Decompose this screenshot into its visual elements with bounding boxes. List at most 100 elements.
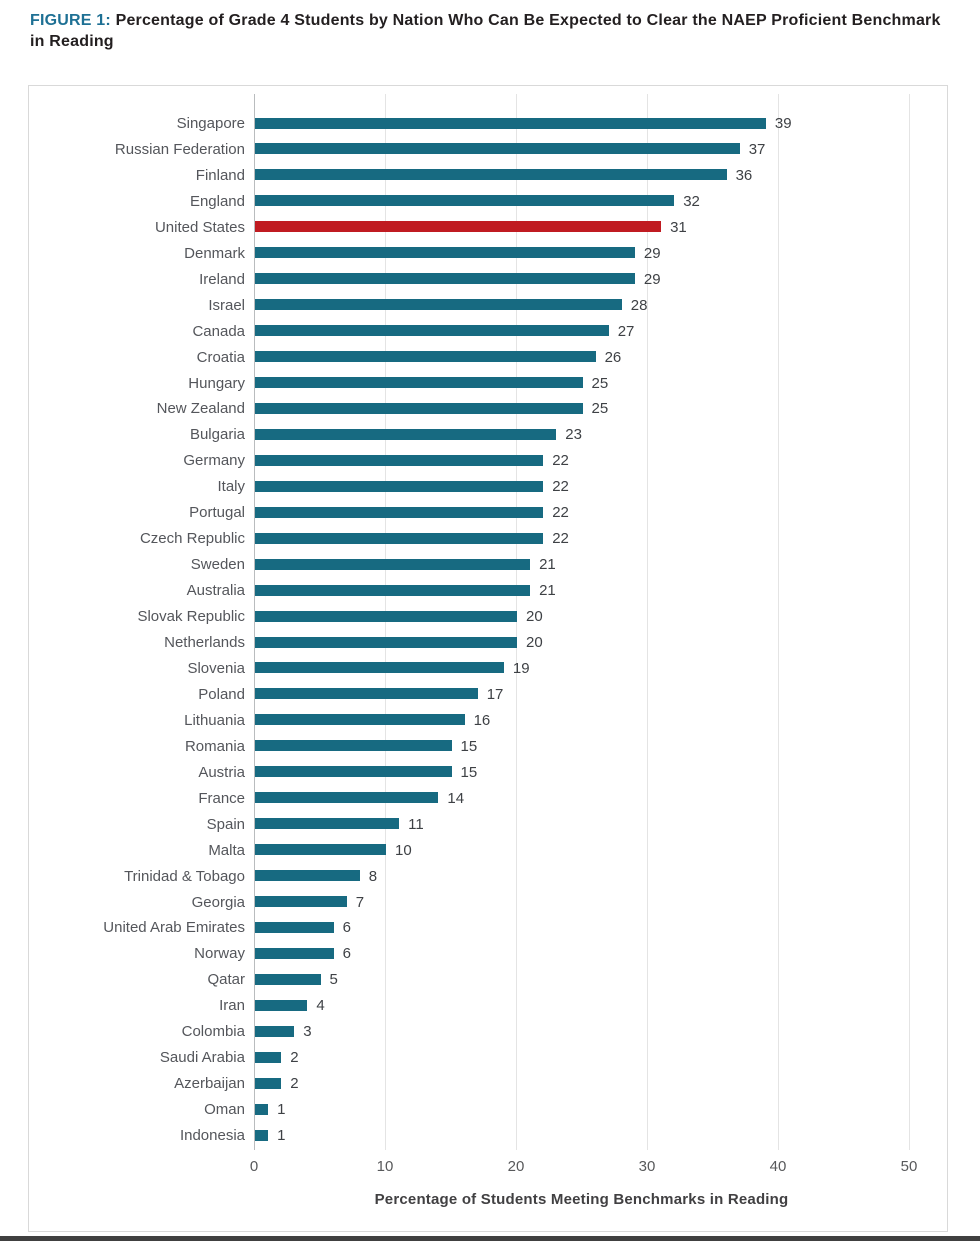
country-label: Austria — [198, 763, 245, 781]
bar — [255, 870, 360, 882]
gridline — [516, 94, 517, 1150]
x-tick-label: 0 — [249, 1158, 259, 1175]
bar — [255, 532, 544, 544]
value-label: 26 — [604, 348, 622, 366]
country-label: Slovak Republic — [137, 608, 245, 626]
country-label: Sweden — [190, 556, 245, 574]
country-label: Italy — [217, 478, 245, 496]
bar — [255, 143, 740, 155]
country-label: Qatar — [207, 971, 245, 989]
value-label: 2 — [290, 1049, 299, 1067]
country-label: Poland — [198, 685, 245, 703]
country-label: Saudi Arabia — [159, 1049, 245, 1067]
bottom-window-edge — [0, 1236, 980, 1241]
value-label: 25 — [591, 400, 609, 418]
value-label: 25 — [591, 374, 609, 392]
value-label: 32 — [683, 192, 700, 210]
figure-number-label: FIGURE 1: — [30, 12, 111, 29]
country-label: Russian Federation — [114, 140, 245, 158]
country-label: Denmark — [184, 244, 245, 262]
bar — [255, 117, 766, 129]
country-label: Netherlands — [164, 634, 245, 651]
country-label: Malta — [208, 841, 245, 859]
bar — [255, 636, 517, 648]
value-label: 15 — [460, 763, 478, 781]
bar — [255, 844, 386, 856]
value-label: 39 — [774, 115, 792, 132]
bar — [255, 169, 727, 181]
value-label: 21 — [539, 556, 556, 574]
country-label: Bulgaria — [189, 426, 245, 444]
bar — [255, 299, 622, 311]
bar — [255, 273, 635, 285]
figure-title: FIGURE 1: Percentage of Grade 4 Students… — [30, 10, 942, 52]
gridline — [778, 94, 779, 1150]
bar — [255, 973, 321, 985]
bar — [255, 1025, 295, 1037]
bar — [255, 740, 452, 752]
bar — [255, 1051, 282, 1063]
value-label: 28 — [630, 296, 648, 314]
x-tick-label: 30 — [638, 1158, 656, 1175]
bar — [255, 792, 439, 804]
value-label: 22 — [552, 530, 569, 548]
country-label: Canada — [192, 322, 245, 340]
bar — [255, 714, 465, 726]
value-label: 19 — [512, 659, 530, 677]
country-label: France — [198, 789, 245, 807]
value-label: 22 — [552, 452, 569, 470]
bar — [255, 480, 544, 492]
value-label: 10 — [395, 841, 412, 859]
country-label: Lithuania — [184, 711, 245, 729]
country-label: United States — [154, 218, 245, 236]
bar — [255, 610, 517, 622]
value-label: 8 — [368, 867, 378, 885]
country-label: Czech Republic — [139, 530, 245, 548]
country-label: Indonesia — [179, 1127, 245, 1145]
value-label: 5 — [329, 971, 338, 989]
country-label: Norway — [194, 945, 245, 963]
bar — [255, 999, 308, 1011]
bar — [255, 454, 544, 466]
value-label: 17 — [486, 685, 504, 703]
value-label: 14 — [447, 789, 465, 807]
bar — [255, 921, 334, 933]
country-label: Iran — [219, 997, 245, 1015]
bar — [255, 1129, 269, 1141]
value-label: 20 — [526, 608, 543, 626]
country-label: Finland — [195, 166, 245, 184]
bar — [255, 947, 334, 959]
country-label: Oman — [204, 1101, 245, 1119]
bar — [255, 766, 452, 778]
chart-panel: 0 10 20 30 40 50 Singapore 39 Russian Federation… — [28, 85, 948, 1232]
x-tick-label: 40 — [769, 1158, 787, 1175]
country-label: Australia — [186, 582, 245, 600]
country-label: Israel — [208, 296, 245, 314]
bar — [255, 195, 675, 207]
bar — [255, 325, 609, 337]
value-label: 37 — [748, 140, 766, 158]
value-label: 22 — [552, 504, 569, 522]
value-label: 36 — [735, 166, 753, 184]
value-label: 1 — [277, 1101, 286, 1119]
bar — [255, 558, 531, 570]
country-label: Trinidad & Tobago — [124, 867, 245, 885]
bar — [255, 377, 583, 388]
country-label: Croatia — [196, 348, 245, 366]
bar — [255, 818, 400, 830]
bar — [255, 247, 635, 259]
bar-highlighted — [255, 221, 662, 233]
x-tick-label: 10 — [376, 1158, 394, 1175]
value-label: 23 — [565, 426, 582, 444]
country-label: Colombia — [181, 1023, 245, 1041]
country-label: Azerbaijan — [174, 1075, 245, 1093]
bar — [255, 662, 504, 674]
bar — [255, 402, 583, 414]
value-label: 7 — [355, 893, 365, 911]
x-axis-title: Percentage of Students Meeting Benchmark… — [374, 1191, 789, 1208]
gridline — [909, 94, 910, 1150]
value-label: 27 — [617, 322, 635, 340]
gridline — [385, 94, 386, 1150]
value-label: 1 — [277, 1127, 286, 1145]
value-label: 4 — [316, 997, 325, 1015]
